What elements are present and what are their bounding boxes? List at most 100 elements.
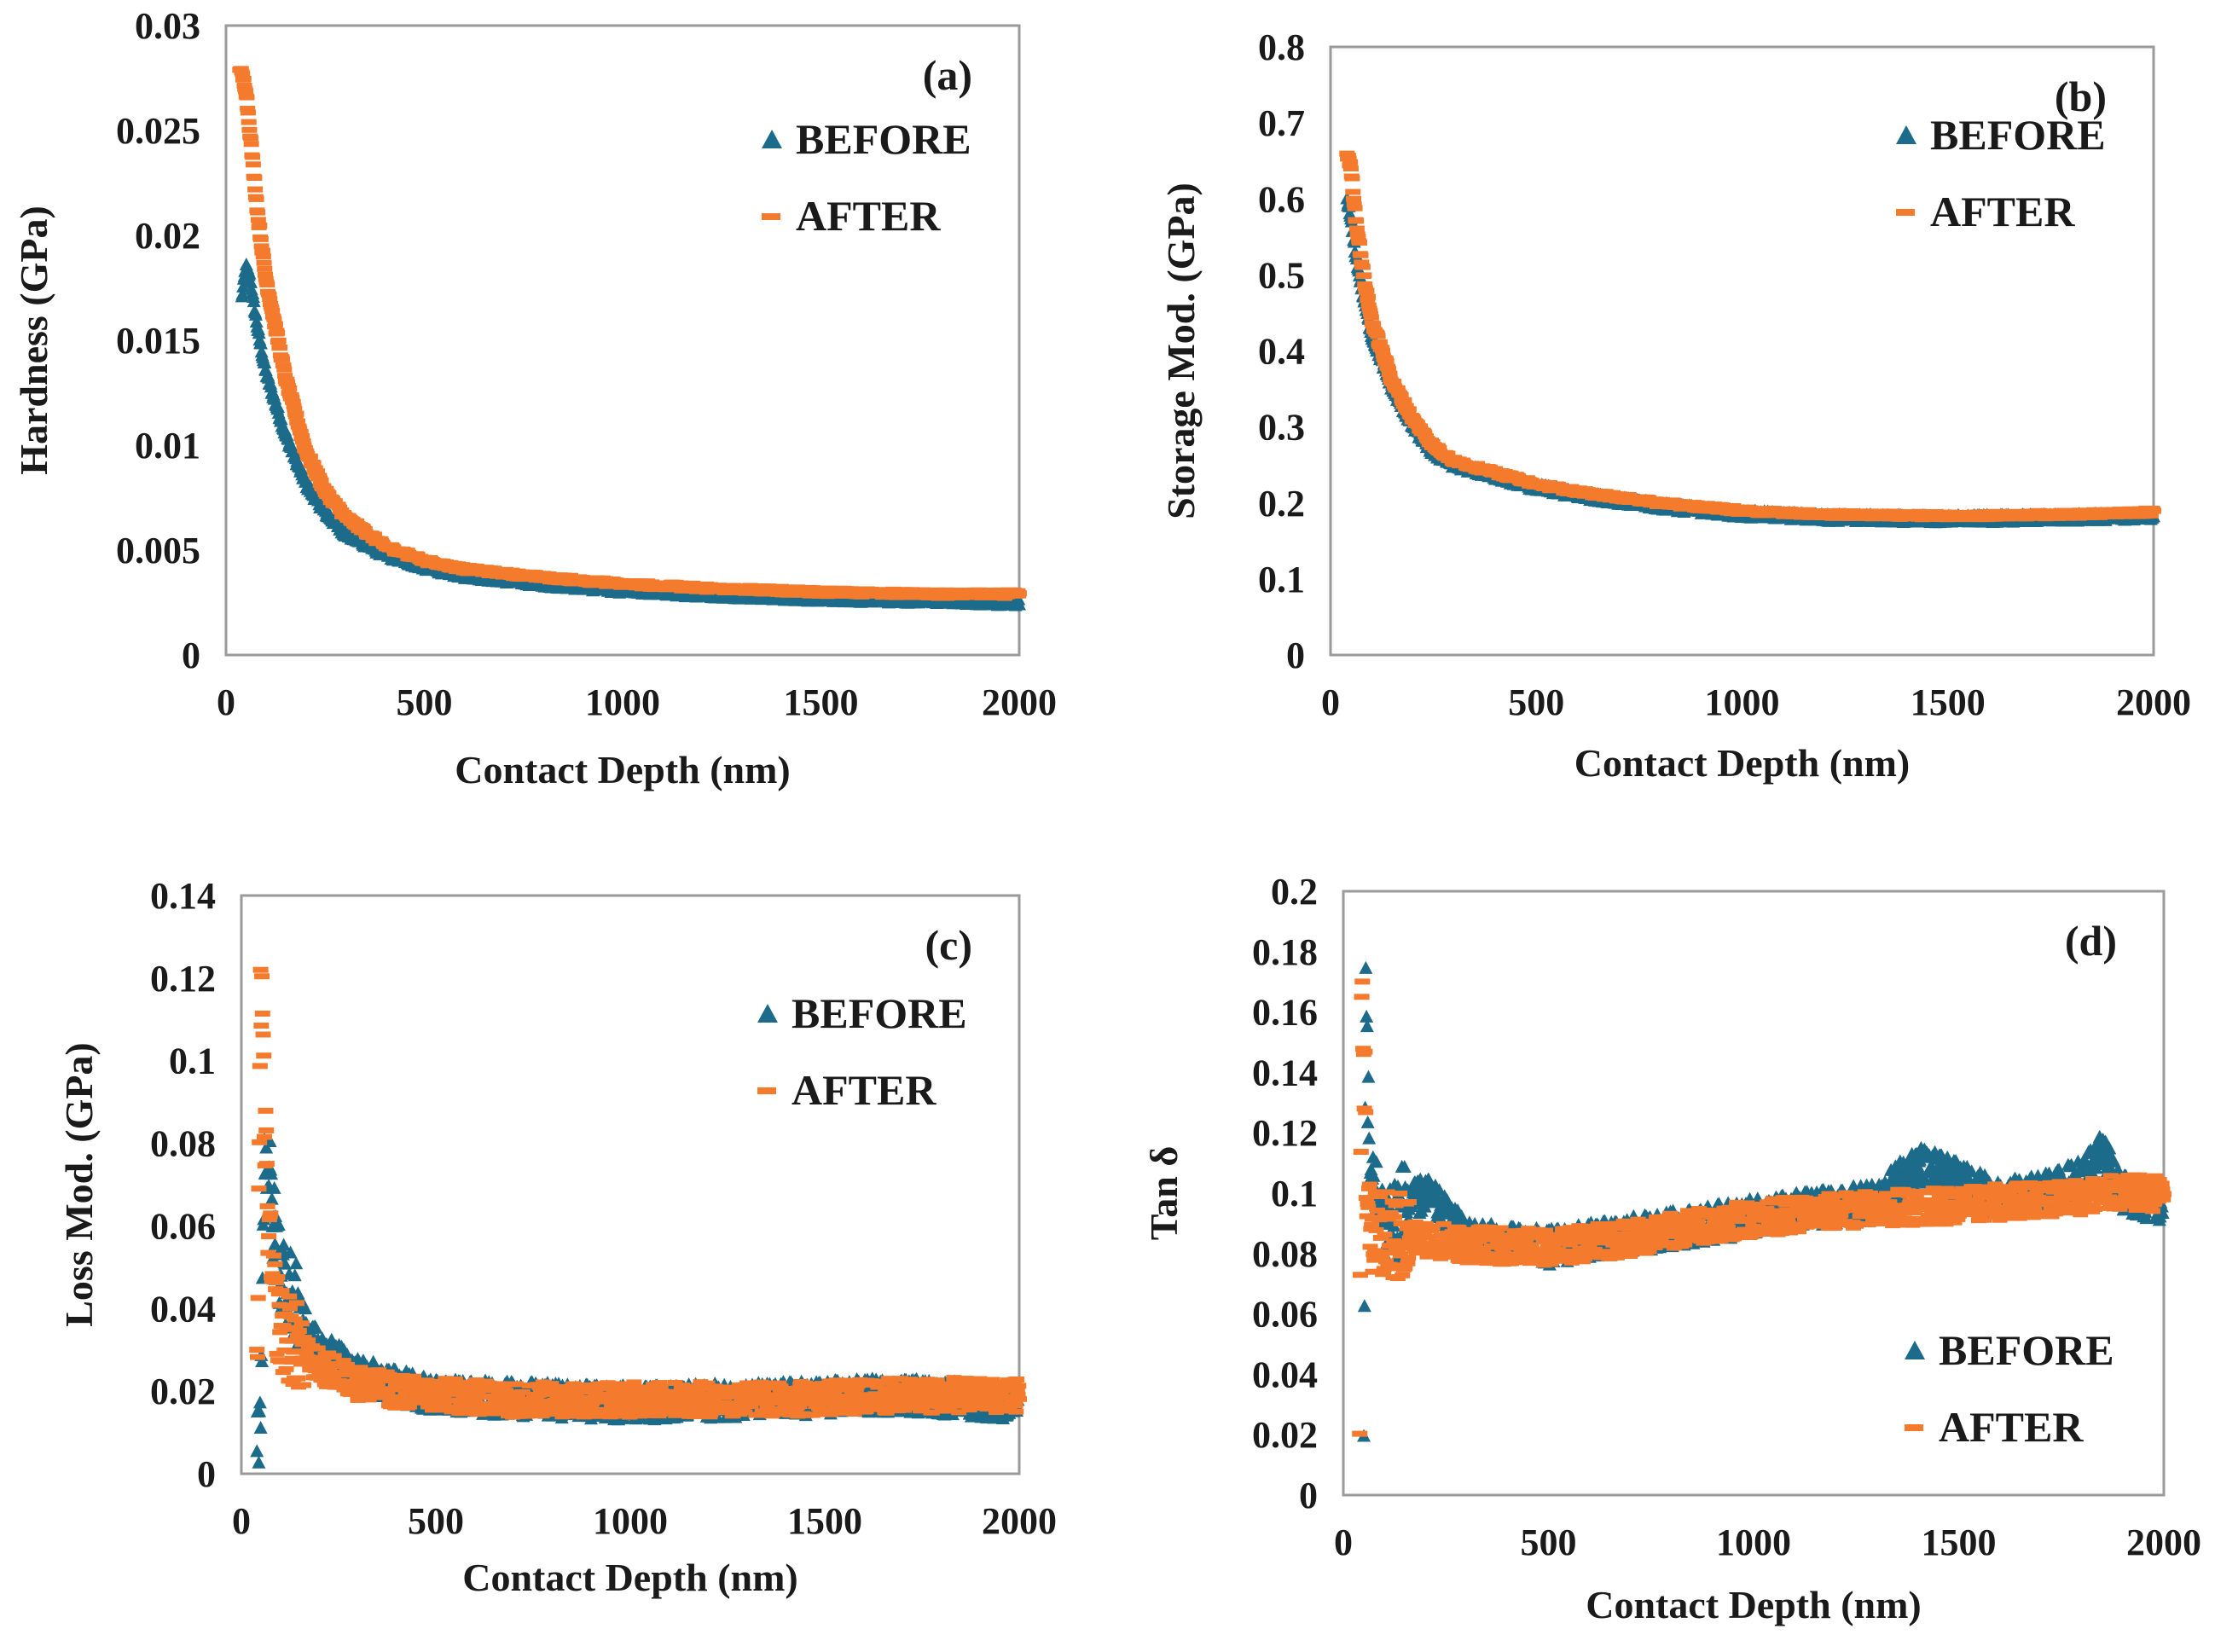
data-point bbox=[241, 126, 258, 133]
y-tick-label: 0.6 bbox=[1258, 178, 1305, 220]
data-point bbox=[242, 135, 258, 142]
data-point bbox=[256, 259, 272, 266]
data-point bbox=[1346, 195, 1362, 202]
data-point bbox=[327, 498, 343, 505]
legend-marker-before bbox=[762, 130, 782, 148]
x-tick-label: 500 bbox=[397, 681, 453, 723]
x-tick-label: 1500 bbox=[784, 681, 859, 723]
data-point bbox=[1400, 406, 1417, 413]
y-tick-label: 0.8 bbox=[1258, 26, 1305, 68]
data-point bbox=[258, 275, 274, 282]
data-point bbox=[1363, 314, 1379, 321]
data-point bbox=[1351, 239, 1367, 246]
legend-label-after: AFTER bbox=[1930, 188, 2075, 235]
series-before bbox=[235, 257, 1026, 612]
data-point bbox=[1342, 159, 1359, 165]
legend-label-before: BEFORE bbox=[1930, 111, 2106, 159]
data-point bbox=[237, 88, 253, 95]
data-point bbox=[235, 287, 250, 300]
data-point bbox=[367, 531, 383, 538]
x-tick-label: 1500 bbox=[1911, 681, 1986, 723]
y-tick-label: 0 bbox=[1286, 635, 1305, 676]
x-axis-title: Contact Depth (nm) bbox=[462, 1556, 798, 1599]
data-point bbox=[271, 400, 286, 414]
y-tick-label: 0.12 bbox=[150, 958, 216, 1000]
data-point bbox=[288, 410, 304, 417]
data-point bbox=[302, 453, 318, 460]
y-tick-label: 0.06 bbox=[150, 1205, 216, 1247]
y-tick-label: 0.03 bbox=[135, 5, 200, 47]
data-point bbox=[240, 109, 256, 116]
x-tick-label: 2000 bbox=[982, 681, 1057, 723]
data-point bbox=[281, 385, 298, 391]
series-after bbox=[232, 66, 1027, 601]
x-tick-label: 500 bbox=[1508, 681, 1564, 723]
data-point bbox=[233, 66, 249, 72]
data-point bbox=[236, 82, 252, 89]
x-tick-label: 500 bbox=[408, 1500, 464, 1542]
x-tick-label: 2000 bbox=[2116, 681, 2191, 723]
data-point bbox=[1378, 357, 1395, 364]
data-point bbox=[294, 433, 310, 440]
data-point bbox=[1345, 188, 1361, 195]
data-point bbox=[235, 75, 252, 82]
data-point bbox=[255, 247, 271, 254]
data-point bbox=[246, 294, 261, 308]
data-point bbox=[258, 355, 272, 368]
legend-label-after: AFTER bbox=[796, 192, 941, 240]
data-point bbox=[1382, 370, 1398, 377]
data-point bbox=[248, 307, 263, 321]
panel-label: (c) bbox=[925, 921, 973, 969]
data-point bbox=[252, 222, 268, 229]
data-point bbox=[264, 308, 281, 315]
y-axis-title: Storage Mod. (GPa) bbox=[1159, 183, 1203, 519]
data-point bbox=[246, 174, 263, 181]
data-point bbox=[275, 356, 291, 362]
data-point bbox=[1393, 391, 1409, 398]
data-point bbox=[1347, 205, 1363, 212]
y-axis-title: Hardness (GPa) bbox=[12, 206, 55, 475]
data-point bbox=[310, 468, 326, 475]
data-point bbox=[305, 460, 322, 467]
data-point bbox=[277, 373, 293, 380]
x-tick-label: 1000 bbox=[1705, 681, 1780, 723]
data-point bbox=[270, 329, 286, 336]
data-point bbox=[258, 271, 274, 278]
panel-label: (a) bbox=[923, 51, 972, 99]
x-tick-label: 1000 bbox=[585, 681, 660, 723]
y-tick-label: 0.02 bbox=[135, 215, 200, 257]
data-point bbox=[261, 292, 277, 299]
y-tick-label: 0.01 bbox=[135, 425, 200, 467]
y-tick-label: 0.14 bbox=[150, 875, 216, 917]
data-point bbox=[272, 344, 288, 351]
plot-area bbox=[1329, 45, 2155, 657]
data-point bbox=[1354, 264, 1371, 270]
data-point bbox=[235, 71, 251, 78]
data-point bbox=[2146, 507, 2161, 514]
data-point bbox=[1353, 252, 1369, 258]
x-tick-label: 0 bbox=[217, 681, 235, 723]
data-point bbox=[295, 438, 311, 445]
data-point bbox=[307, 465, 323, 472]
data-point bbox=[280, 380, 296, 386]
data-point bbox=[276, 366, 293, 373]
data-point bbox=[236, 279, 251, 293]
data-point bbox=[274, 412, 288, 426]
data-point bbox=[321, 490, 337, 496]
x-tick-label: 1500 bbox=[787, 1500, 862, 1542]
data-point bbox=[250, 209, 266, 216]
data-point bbox=[255, 253, 271, 260]
y-tick-label: 0.2 bbox=[1258, 483, 1305, 525]
data-point bbox=[1348, 225, 1365, 232]
y-tick-label: 0.3 bbox=[1258, 407, 1305, 449]
data-point bbox=[1371, 339, 1388, 345]
panel-label: (b) bbox=[2055, 72, 2107, 120]
data-point bbox=[1012, 597, 1026, 611]
data-point bbox=[244, 275, 258, 288]
data-point bbox=[1344, 175, 1360, 182]
data-point bbox=[248, 195, 264, 202]
y-tick-label: 0 bbox=[182, 635, 200, 676]
data-point bbox=[275, 362, 292, 369]
x-axis-title: Contact Depth (nm) bbox=[455, 748, 791, 791]
panel-b-storage-modulus: 00.10.20.30.40.50.60.70.80 500 1000 1500 200… bbox=[1159, 26, 2191, 785]
